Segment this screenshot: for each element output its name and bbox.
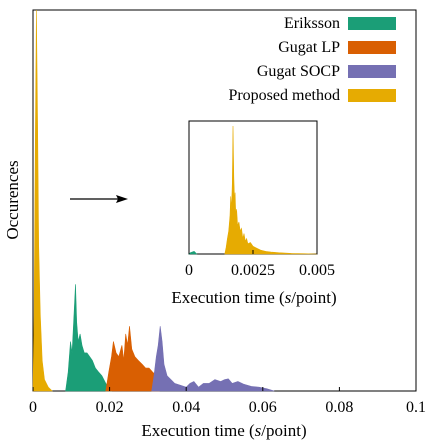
main-x-axis-title: Execution time (s/point)	[141, 421, 306, 440]
main-series-gugat-lp	[105, 326, 160, 392]
legend: Eriksson Gugat LP Gugat SOCP Proposed metho…	[228, 15, 396, 104]
legend-label-gugat-lp: Gugat LP	[278, 39, 340, 56]
inset-series-proposed-method	[224, 125, 318, 255]
main-y-axis-title: Occurences	[3, 160, 22, 239]
main-x-tick-label: 0.1	[406, 399, 426, 416]
main-x-tick-label: 0.08	[325, 399, 353, 416]
main-x-tick-label: 0	[29, 399, 37, 416]
inset-plot-frame	[188, 120, 318, 255]
main-x-tick-label: 0.02	[96, 399, 124, 416]
legend-swatch-eriksson	[348, 17, 396, 30]
main-x-tick-label: 0.04	[172, 399, 200, 416]
main-series-group	[32, 9, 275, 392]
legend-swatch-gugat-socp	[348, 65, 396, 78]
inset-series-group	[188, 125, 318, 255]
main-series-eriksson	[65, 284, 113, 392]
main-series-proposed-method	[32, 9, 53, 392]
inset-x-axis-title: Execution time (s/point)	[171, 288, 336, 307]
legend-swatch-gugat-lp	[348, 41, 396, 54]
legend-label-eriksson: Eriksson	[284, 15, 340, 32]
main-x-ticks: 0 0.02 0.04 0.06 0.08 0.1	[29, 387, 426, 416]
inset-series-eriksson	[188, 251, 198, 255]
arrow-right-icon	[70, 195, 128, 203]
legend-label-gugat-socp: Gugat SOCP	[257, 63, 340, 80]
inset-x-tick-label: 0.005	[299, 262, 335, 279]
main-series-gugat-socp	[151, 326, 275, 392]
main-x-tick-label: 0.06	[249, 399, 277, 416]
inset-x-ticks: 0 0.0025 0.005	[185, 250, 335, 279]
legend-label-proposed-method: Proposed method	[228, 87, 340, 104]
inset-x-tick-label: 0	[185, 262, 193, 279]
legend-swatch-proposed-method	[348, 89, 396, 102]
inset-x-tick-label: 0.0025	[231, 262, 275, 279]
